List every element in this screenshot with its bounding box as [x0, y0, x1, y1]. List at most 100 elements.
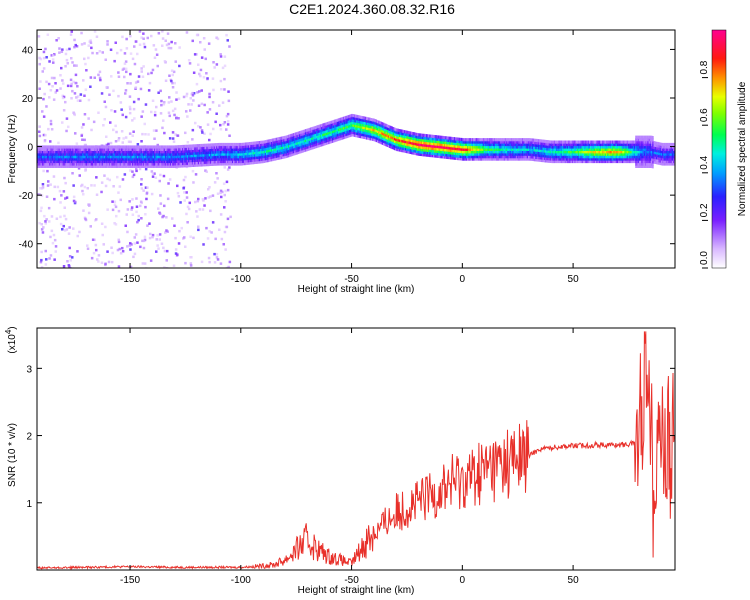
ridge-cell: [93, 157, 95, 161]
ridge-cell: [408, 148, 410, 152]
ridge-cell: [587, 145, 590, 149]
ridge-cell: [492, 142, 495, 147]
ridge-cell: [396, 130, 398, 135]
noise-point: [157, 247, 160, 250]
ridge-cell: [479, 138, 481, 142]
ridge-cell: [84, 150, 86, 154]
ridge-cell: [257, 158, 259, 162]
ridge-cell: [426, 141, 429, 145]
noise-point: [120, 130, 124, 133]
noise-point: [167, 46, 170, 50]
ridge-cell: [584, 150, 586, 154]
ridge-cell: [239, 152, 241, 156]
noise-point: [149, 259, 153, 262]
ridge-cell: [297, 143, 300, 147]
ridge-cell: [130, 150, 133, 154]
ridge-cell: [93, 152, 95, 156]
ridge-cell: [528, 157, 530, 161]
noise-point: [55, 217, 59, 220]
ridge-cell: [195, 144, 197, 148]
noise-point: [221, 66, 225, 70]
noise-point: [39, 57, 43, 61]
ridge-cell: [414, 137, 417, 141]
ridge-cell: [39, 162, 41, 166]
ridge-cell: [49, 147, 51, 151]
ridge-cell: [272, 157, 274, 162]
ridge-cell: [134, 159, 136, 164]
ridge-cell: [270, 153, 273, 157]
ridge-cell: [394, 132, 396, 136]
ridge-cell: [392, 139, 395, 143]
ridge-cell: [497, 152, 499, 156]
ridge-cell: [318, 144, 320, 148]
ridge-cell: [106, 157, 108, 161]
ridge-cell: [184, 147, 186, 151]
ridge-cell: [565, 152, 568, 156]
ridge-cell: [356, 117, 358, 121]
ridge-cell: [535, 158, 537, 162]
ridge-cell: [570, 140, 573, 144]
ridge-cell: [334, 136, 336, 140]
noise-point: [100, 261, 104, 264]
ridge-cell: [532, 155, 535, 159]
noise-point: [157, 32, 161, 35]
ridge-cell: [368, 127, 370, 131]
ridge-cell: [431, 139, 434, 143]
ridge-cell: [299, 148, 301, 152]
ridge-cell: [407, 130, 409, 135]
noise-point: [133, 45, 136, 48]
ridge-cell: [278, 151, 280, 155]
noise-point: [91, 51, 94, 55]
ridge-cell: [272, 150, 274, 154]
ridge-cell: [125, 147, 128, 151]
ridge-cell: [542, 149, 544, 153]
ridge-cell: [567, 145, 569, 149]
ridge-cell: [430, 144, 432, 148]
noise-point: [89, 225, 92, 228]
ridge-cell: [554, 147, 557, 151]
ridge-cell: [439, 145, 441, 149]
ridge-cell: [295, 134, 297, 138]
ridge-cell: [303, 136, 306, 140]
ridge-cell: [454, 147, 457, 151]
ridge-cell: [217, 155, 219, 159]
ridge-cell: [107, 162, 110, 166]
ridge-cell: [180, 145, 183, 149]
ridge-cell: [458, 144, 460, 149]
ridge-cell: [128, 164, 130, 168]
noise-point: [118, 185, 122, 188]
ridge-cell: [426, 146, 429, 150]
ridge-cell: [333, 129, 335, 133]
ridge-cell: [411, 139, 413, 143]
ridge-cell: [118, 162, 120, 166]
ridge-cell: [582, 150, 585, 154]
ridge-cell: [563, 142, 565, 147]
noise-point: [39, 187, 42, 190]
ridge-cell: [535, 146, 537, 150]
noise-point: [49, 89, 53, 92]
ridge-cell: [299, 140, 301, 144]
ridge-cell: [413, 132, 415, 136]
ridge-cell: [101, 157, 103, 161]
ridge-cell: [356, 126, 358, 131]
ridge-cell: [174, 159, 177, 164]
ridge-cell: [190, 146, 192, 151]
ridge-cell: [333, 124, 335, 128]
ridge-cell: [501, 155, 503, 159]
ridge-cell: [381, 141, 384, 145]
ridge-cell: [154, 164, 156, 168]
ridge-cell: [563, 140, 565, 144]
ridge-cell: [312, 138, 314, 142]
ridge-cell: [394, 144, 396, 148]
ridge-cell: [146, 162, 149, 166]
ridge-cell: [528, 150, 530, 154]
ridge-cell: [535, 143, 537, 147]
ridge-cell: [208, 162, 211, 167]
ridge-cell: [241, 142, 244, 146]
ridge-cell: [524, 150, 526, 154]
ridge-cell: [74, 147, 77, 151]
ridge-cell: [519, 142, 521, 147]
noise-point: [203, 103, 206, 107]
ridge-cell: [425, 136, 428, 140]
noise-point: [163, 131, 166, 135]
